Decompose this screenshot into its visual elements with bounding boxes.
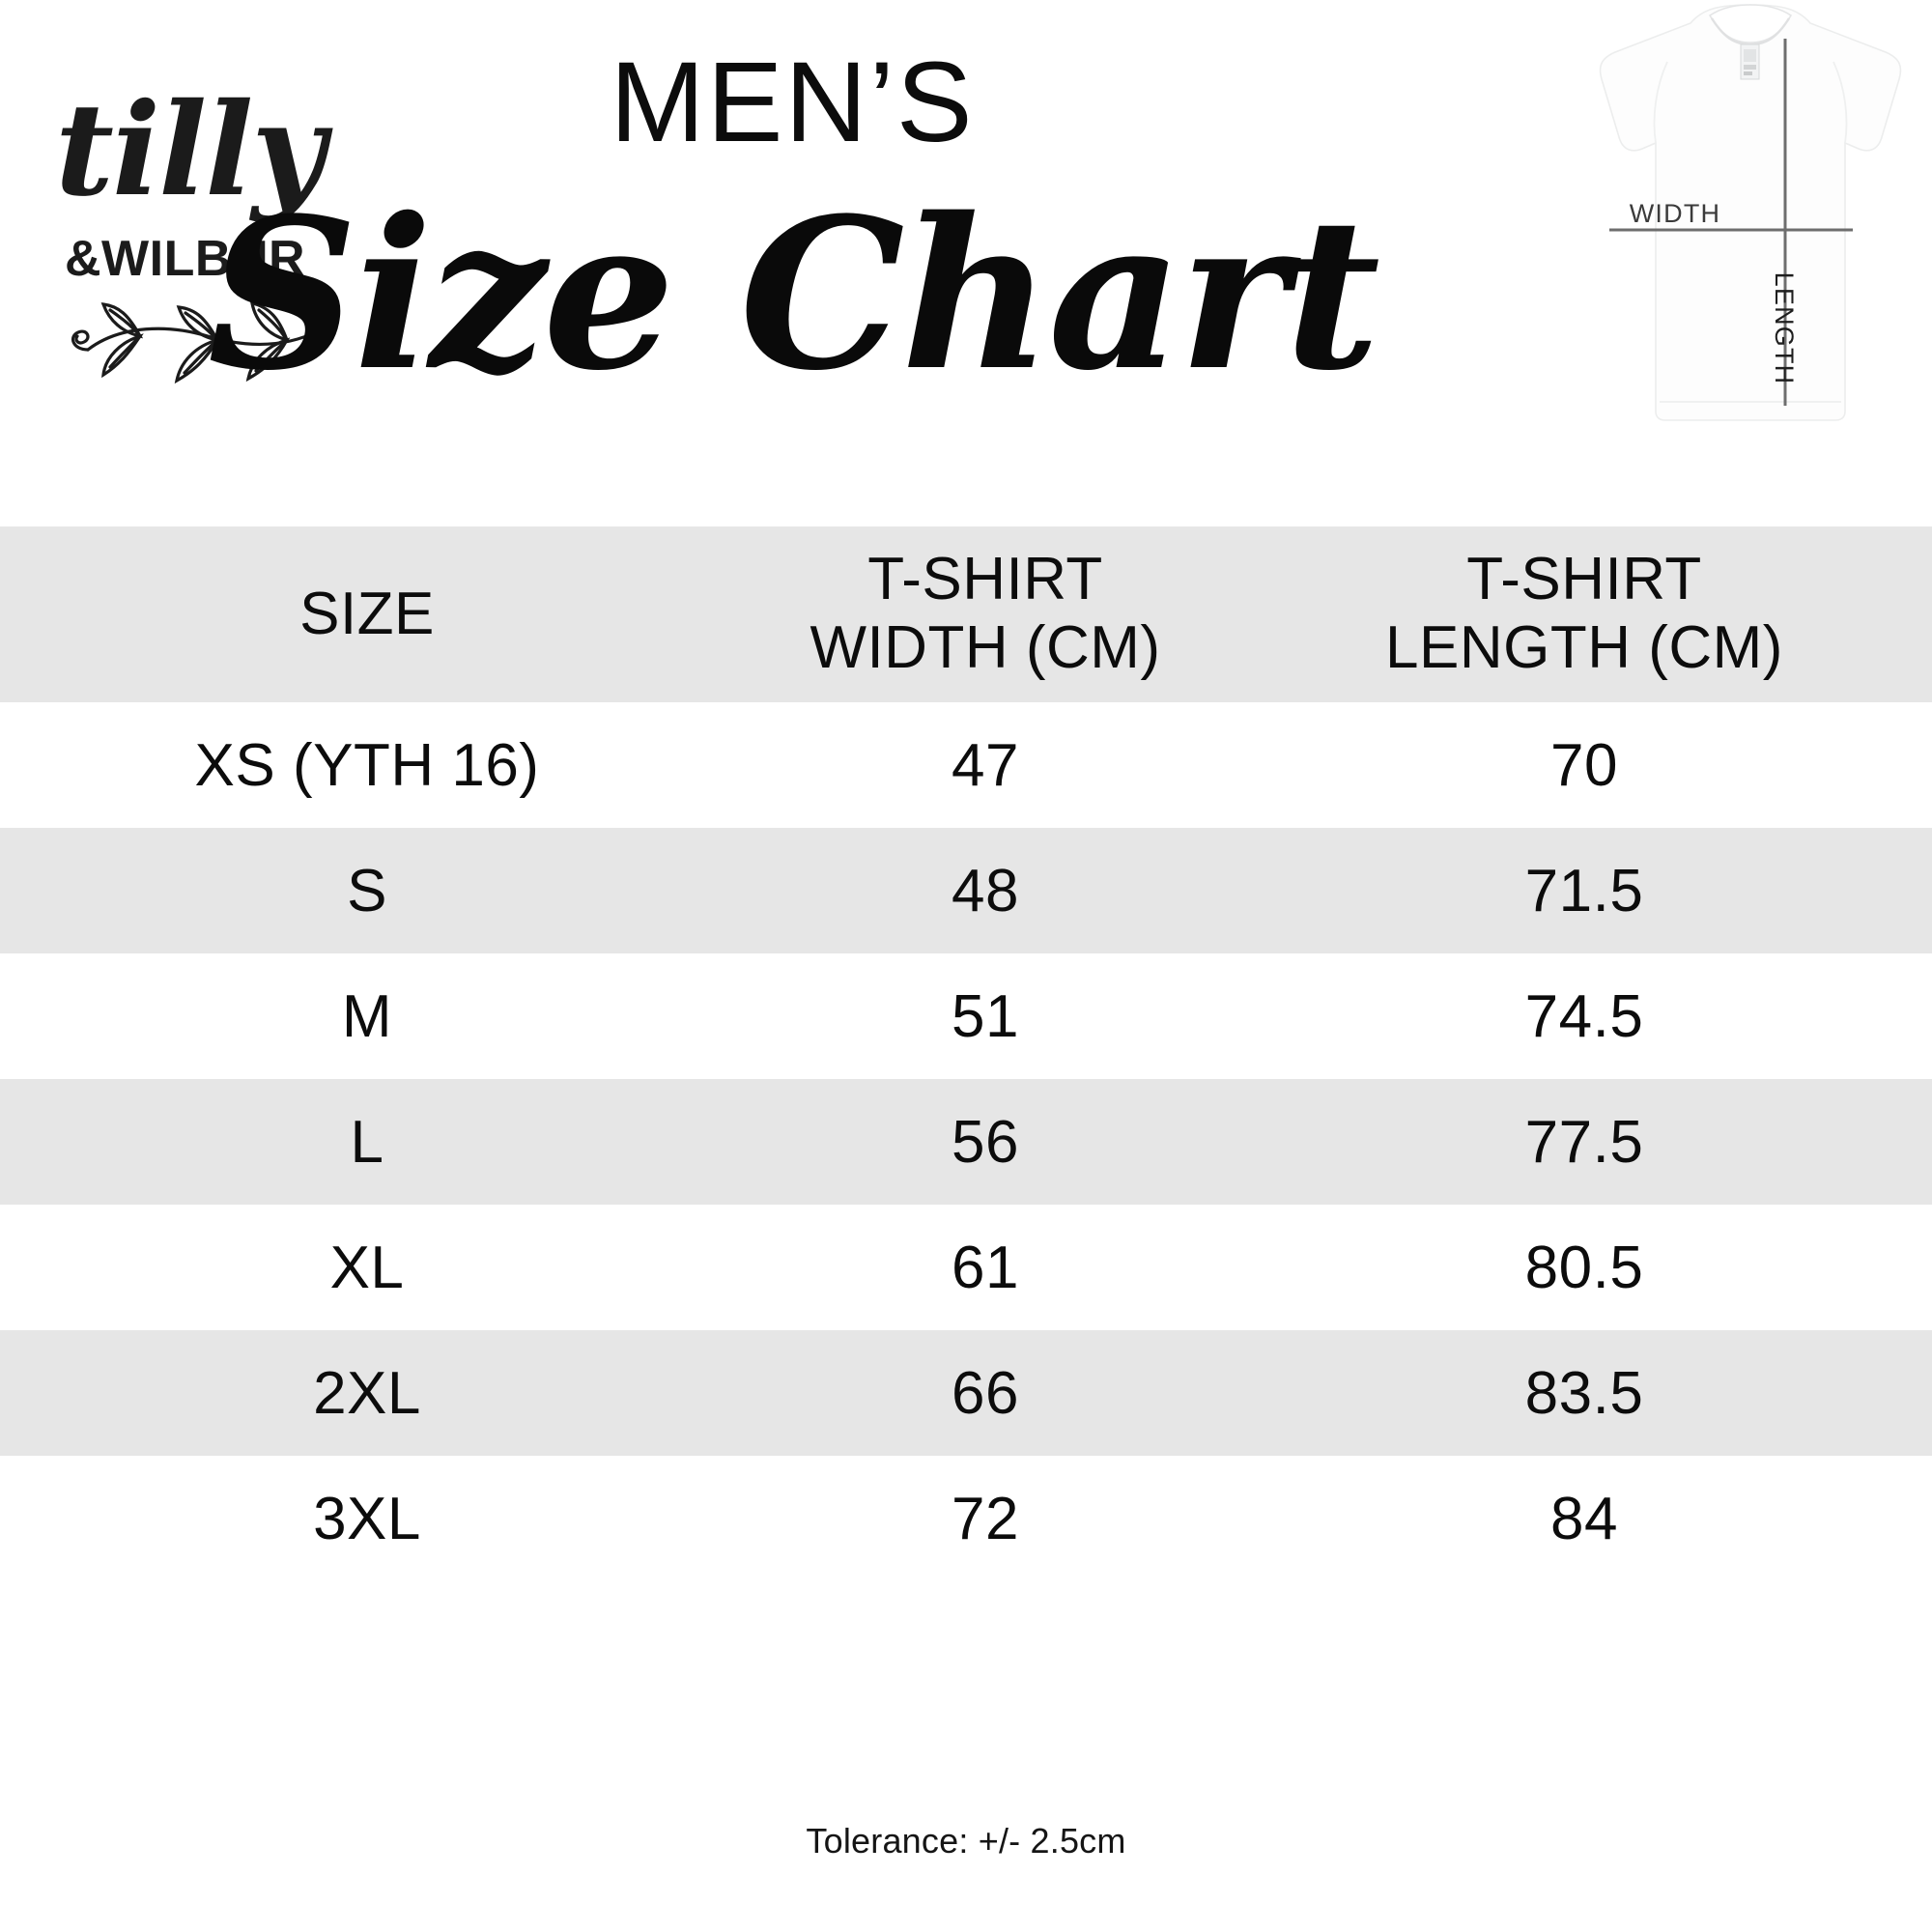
length-cell: 70 [1236,702,1932,828]
size-cell: L [0,1079,734,1205]
width-cell: 56 [734,1079,1236,1205]
brand-logo: tilly &WILBUR [43,75,362,384]
table-row: 3XL 72 84 [0,1456,1932,1581]
tolerance-note: Tolerance: +/- 2.5cm [806,1821,1126,1861]
length-cell: 84 [1236,1456,1932,1581]
tshirt-length-label: LENGTH [1770,272,1799,385]
length-cell: 74.5 [1236,953,1932,1079]
table-body: XS (YTH 16) 47 70 S 48 71.5 M 51 74.5 L 56 77.5 XL 61… [0,702,1932,1581]
table-row: M 51 74.5 [0,953,1932,1079]
table-row: 2XL 66 83.5 [0,1330,1932,1456]
size-cell: XS (YTH 16) [0,702,734,828]
page-title-eyebrow: MEN’S [610,39,975,166]
table-header: SIZE T-SHIRT WIDTH (CM) T-SHIRT LENGTH (… [0,526,1932,702]
size-cell: 2XL [0,1330,734,1456]
leaf-branch-icon [71,300,333,384]
tshirt-width-label: WIDTH [1630,199,1720,228]
width-cell: 72 [734,1456,1236,1581]
column-header-size-label: SIZE [299,580,435,647]
size-cell: M [0,953,734,1079]
header-region: tilly &WILBUR [0,0,1932,526]
size-cell: XL [0,1205,734,1330]
width-cell: 47 [734,702,1236,828]
table-header-row: SIZE T-SHIRT WIDTH (CM) T-SHIRT LENGTH (… [0,526,1932,702]
width-cell: 66 [734,1330,1236,1456]
column-header-width-line1: T-SHIRT [867,546,1103,613]
column-header-length-line1: T-SHIRT [1466,546,1702,613]
table-row: S 48 71.5 [0,828,1932,953]
length-cell: 80.5 [1236,1205,1932,1330]
length-cell: 77.5 [1236,1079,1932,1205]
size-cell: 3XL [0,1456,734,1581]
page-title: Size Chart [207,172,1380,416]
column-header-length: T-SHIRT LENGTH (CM) [1236,526,1932,702]
tshirt-measurement-icon: WIDTH LENGTH [1599,4,1902,421]
length-cell: 83.5 [1236,1330,1932,1456]
width-cell: 48 [734,828,1236,953]
table-row: XS (YTH 16) 47 70 [0,702,1932,828]
size-chart-table: SIZE T-SHIRT WIDTH (CM) T-SHIRT LENGTH (… [0,526,1932,1581]
table-row: L 56 77.5 [0,1079,1932,1205]
length-cell: 71.5 [1236,828,1932,953]
table-row: XL 61 80.5 [0,1205,1932,1330]
brand-logo-sub-name: &WILBUR [65,231,306,287]
column-header-length-line2: LENGTH (CM) [1385,614,1783,681]
brand-logo-script-name: tilly [55,75,326,225]
size-cell: S [0,828,734,953]
column-header-width: T-SHIRT WIDTH (CM) [734,526,1236,702]
column-header-width-line2: WIDTH (CM) [810,614,1161,681]
width-cell: 61 [734,1205,1236,1330]
column-header-size: SIZE [0,526,734,702]
width-cell: 51 [734,953,1236,1079]
